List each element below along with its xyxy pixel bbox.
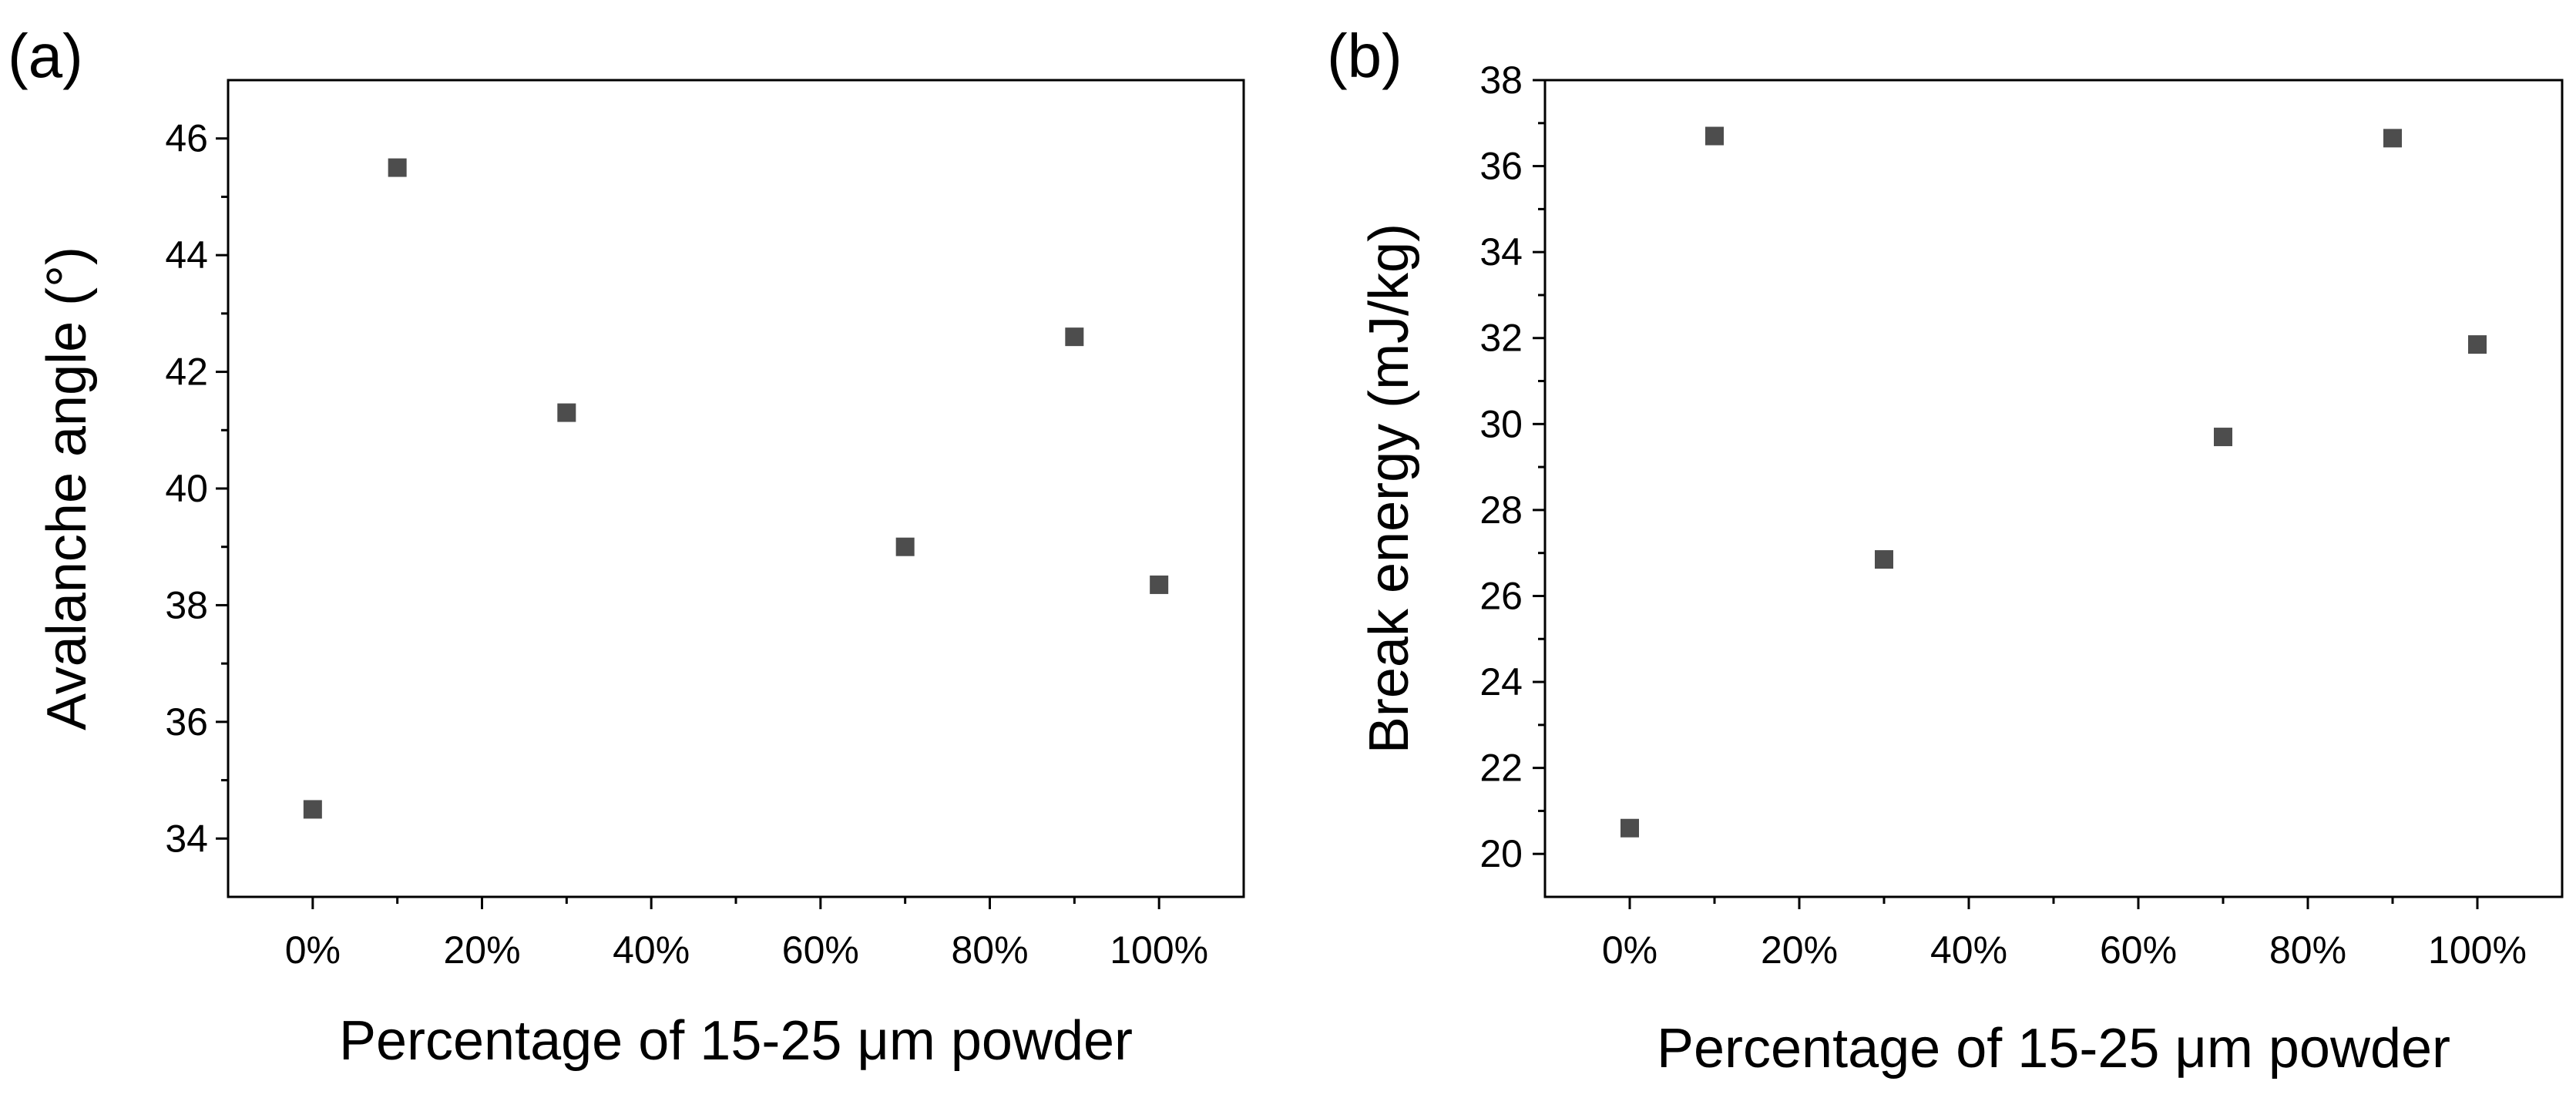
y-tick-label: 40 — [165, 467, 208, 510]
y-tick-label: 24 — [1479, 660, 1523, 703]
y-tick-label: 30 — [1479, 402, 1523, 445]
y-tick-label: 42 — [165, 351, 208, 394]
plot-frame — [227, 79, 1245, 898]
x-tick-label: 80% — [2269, 928, 2346, 972]
y-tick-label: 26 — [1479, 574, 1523, 617]
data-point — [557, 403, 576, 422]
panel-label: (b) — [1327, 22, 1402, 90]
x-tick-label: 0% — [1602, 928, 1657, 972]
x-tick-label: 100% — [1110, 928, 1208, 972]
y-tick-label: 38 — [1479, 59, 1523, 102]
panel-label: (a) — [8, 22, 83, 90]
panel-b: 20 22 24 26 28 30 32 34 36 38 0% 20% 40% 60% 80% 100% Pe… — [1327, 22, 2564, 1079]
plot-frame — [1543, 79, 2564, 898]
data-point — [895, 537, 915, 556]
y-axis-title: Avalanche angle (°) — [36, 247, 98, 730]
x-axis-title: Percentage of 15-25 μm powder — [339, 1010, 1133, 1072]
x-tick-label: 60% — [782, 928, 859, 972]
y-tick-label: 46 — [165, 117, 208, 160]
data-point — [1705, 126, 1724, 146]
y-tick-label: 36 — [1479, 145, 1523, 188]
x-tick-label: 40% — [613, 928, 690, 972]
data-point — [303, 800, 322, 819]
y-tick-label: 34 — [165, 817, 208, 860]
y-tick-label: 38 — [165, 583, 208, 626]
x-tick-label: 0% — [285, 928, 341, 972]
data-point — [2468, 335, 2487, 354]
x-tick-label: 40% — [1930, 928, 2007, 972]
y-tick-label: 44 — [165, 233, 208, 277]
x-tick-label: 60% — [2100, 928, 2177, 972]
x-tick-label: 20% — [1761, 928, 1838, 972]
panel-a: 34 36 38 40 42 44 46 0% 20% 40% 60% 80% 100% Percenta… — [8, 22, 1245, 1072]
y-tick-label: 28 — [1479, 489, 1523, 532]
data-point — [1875, 550, 1893, 569]
data-point — [1620, 818, 1639, 838]
y-tick-label: 22 — [1479, 747, 1523, 790]
y-tick-label: 34 — [1479, 230, 1523, 274]
x-axis-title: Percentage of 15-25 μm powder — [1657, 1018, 2450, 1079]
y-tick-label: 36 — [165, 700, 208, 744]
x-tick-label: 100% — [2428, 928, 2527, 972]
data-point — [388, 158, 407, 177]
y-axis-title: Break energy (mJ/kg) — [1359, 223, 1420, 754]
x-tick-label: 80% — [951, 928, 1028, 972]
x-tick-label: 20% — [443, 928, 520, 972]
y-tick-label: 20 — [1479, 832, 1523, 875]
data-point — [2383, 129, 2402, 148]
data-point — [2214, 428, 2232, 447]
data-point — [1065, 327, 1084, 347]
data-point — [1150, 575, 1169, 594]
y-tick-label: 32 — [1479, 317, 1523, 360]
